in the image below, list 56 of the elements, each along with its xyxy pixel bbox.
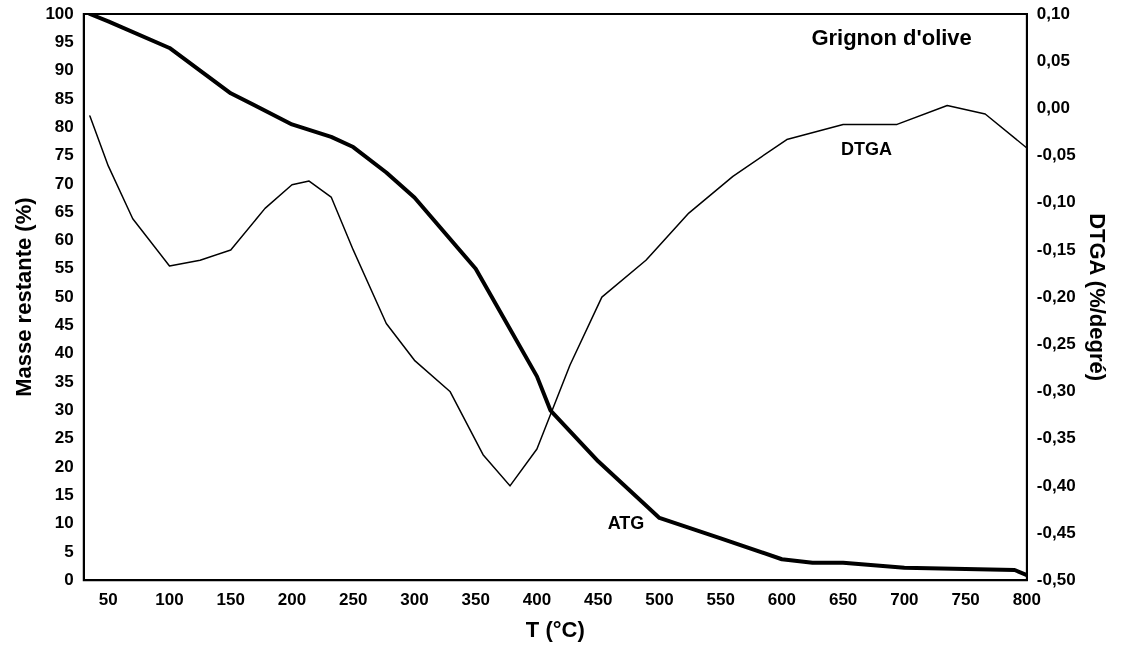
annotation: ATG <box>607 512 645 533</box>
y-tick-label: 0 <box>64 569 74 589</box>
annotation: DTGA <box>841 138 893 159</box>
y-tick-label: 10 <box>54 513 74 533</box>
y-tick-label: 55 <box>54 258 74 278</box>
x-tick-label: 450 <box>583 590 613 610</box>
text: Grignon d'olive <box>811 25 972 51</box>
y-tick-label: 40 <box>54 343 74 363</box>
x-tick-label: 400 <box>522 590 552 610</box>
x-tick-label: 500 <box>645 590 674 610</box>
x-tick-label: 750 <box>951 590 980 610</box>
y-tick-label: 75 <box>54 145 74 165</box>
x-tick-label: 150 <box>216 590 245 610</box>
y-tick-label: 25 <box>54 428 74 448</box>
y-axis-title: Masse restante (%) <box>11 197 37 397</box>
y2-tick-label: 0,10 <box>1036 3 1070 23</box>
y-tick-label: 5 <box>64 541 74 561</box>
y-tick-label: 45 <box>54 315 74 335</box>
y-tick-label: 100 <box>45 3 74 23</box>
y-tick-label: 65 <box>54 201 74 221</box>
x-tick-label: 600 <box>767 590 797 610</box>
x-tick-label: 800 <box>1012 590 1042 610</box>
x-tick-label: 50 <box>98 590 118 610</box>
x-tick-label: 250 <box>339 590 368 610</box>
x-tick-label: 300 <box>400 590 429 610</box>
y2-axis-title: DTGA (%/degré) <box>1084 213 1110 382</box>
y-tick-label: 85 <box>54 88 74 108</box>
x-tick-label: 650 <box>828 590 858 610</box>
y2-tick-label: -0,30 <box>1036 381 1076 401</box>
y-tick-label: 35 <box>54 371 74 391</box>
y-tick-label: 60 <box>54 230 74 250</box>
y2-tick-label: -0,20 <box>1036 286 1076 306</box>
x-tick-label: 200 <box>277 590 307 610</box>
y2-tick-label: -0,10 <box>1036 192 1076 212</box>
y2-tick-label: -0,35 <box>1036 428 1076 448</box>
y-tick-label: 70 <box>54 173 74 193</box>
y-tick-label: 95 <box>54 32 74 51</box>
y2-tick-label: -0,40 <box>1036 475 1076 495</box>
y-tick-label: 30 <box>54 400 74 420</box>
y2-tick-label: -0,45 <box>1036 522 1076 542</box>
y2-tick-label: -0,15 <box>1036 239 1076 259</box>
x-tick-label: 550 <box>706 590 735 610</box>
y-tick-label: 20 <box>54 456 74 476</box>
y2-tick-label: -0,05 <box>1036 145 1076 165</box>
y2-tick-label: 0,05 <box>1036 50 1070 70</box>
x-tick-label: 700 <box>890 590 919 610</box>
x-tick-label: 350 <box>461 590 490 610</box>
y2-tick-label: 0,00 <box>1036 98 1070 118</box>
y-tick-label: 50 <box>54 286 74 306</box>
y2-tick-label: -0,25 <box>1036 333 1076 353</box>
x-axis-title: T (°C) <box>525 616 585 642</box>
x-tick-label: 100 <box>155 590 184 610</box>
y2-tick-label: -0,50 <box>1036 569 1076 589</box>
y-tick-label: 90 <box>54 60 74 80</box>
y-tick-label: 15 <box>54 484 74 504</box>
y-tick-label: 80 <box>54 116 74 136</box>
